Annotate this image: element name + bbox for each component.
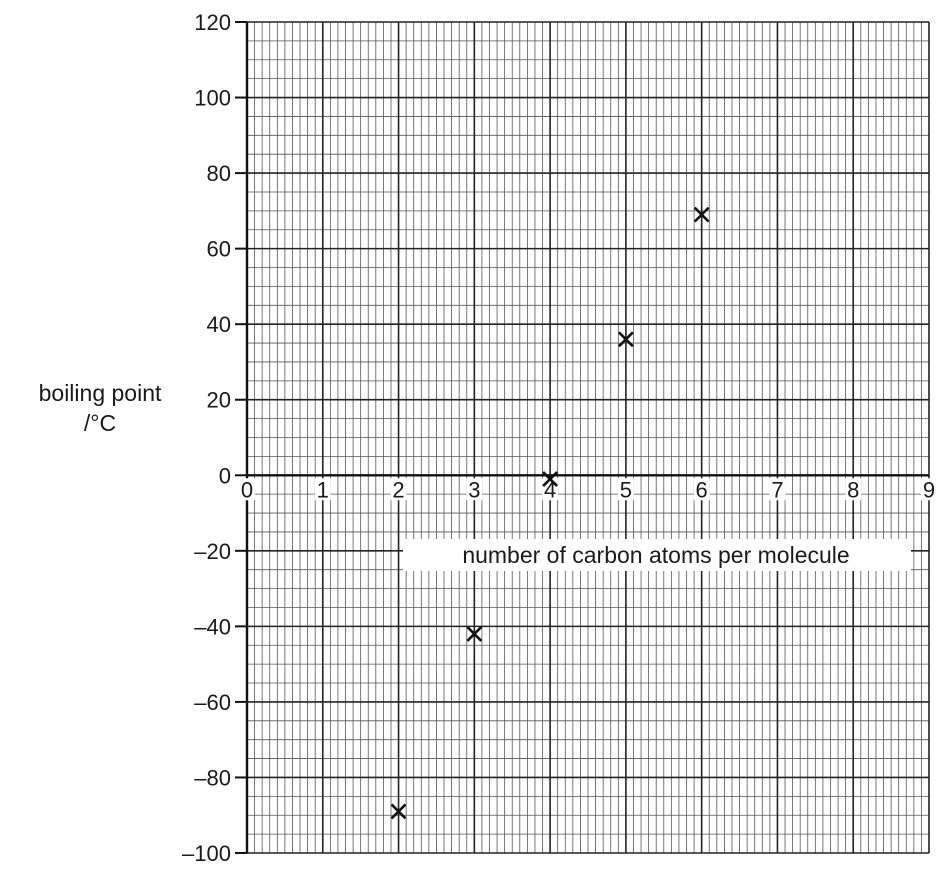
data-point (542, 471, 559, 487)
marker-stroke (693, 206, 710, 223)
x-tick-label-background (769, 478, 786, 501)
y-tick-label: –60 (194, 690, 231, 715)
x-tick-label: 4 (544, 477, 556, 502)
x-tick-label-background (693, 478, 710, 501)
x-axis-label-background (403, 539, 911, 571)
marker-stroke (617, 331, 634, 348)
x-tick-label-background (921, 478, 937, 501)
marker-stroke (466, 625, 483, 642)
y-tick-label: 80 (207, 161, 231, 186)
x-tick-label: 6 (696, 477, 708, 502)
y-tick-label: 60 (207, 237, 231, 262)
x-axis-label-text: number of carbon atoms per molecule (462, 542, 849, 568)
marker-stroke (390, 803, 407, 820)
x-tick-label: 1 (317, 477, 329, 502)
y-axis-label-line1: boiling point (38, 380, 162, 406)
x-tick-label: 7 (771, 477, 783, 502)
x-tick-label-background (239, 478, 255, 501)
marker-stroke (542, 471, 559, 487)
y-tick-label: 100 (194, 86, 231, 111)
y-axis-label: boiling point /°C (0, 378, 200, 438)
data-points (390, 206, 710, 820)
x-axis-label: number of carbon atoms per molecule (403, 539, 911, 571)
y-tick-label: 40 (207, 312, 231, 337)
y-tick-label: 120 (194, 10, 231, 35)
data-point (693, 206, 710, 223)
x-tick-label-background (390, 478, 407, 501)
data-point (390, 803, 407, 820)
x-tick-label-background (314, 478, 331, 501)
y-tick-label: –100 (182, 841, 231, 866)
x-tick-label: 3 (468, 477, 480, 502)
y-tick-labels: 120 100 80 60 40 20 0 –20 –40 –60 –80 –100 (182, 10, 247, 866)
y-tick-label: –20 (194, 539, 231, 564)
x-tick-label-background (466, 478, 483, 501)
y-tick-label: 0 (219, 463, 231, 488)
x-tick-label-background (617, 478, 634, 501)
minor-grid (246, 21, 930, 854)
y-tick-label: –80 (194, 765, 231, 790)
x-tick-label: 0 (241, 477, 253, 502)
y-tick-label: 20 (207, 388, 231, 413)
x-tick-label: 8 (847, 477, 859, 502)
x-tick-label-background (845, 478, 862, 501)
y-axis-label-line2: /°C (83, 410, 117, 436)
data-point (466, 625, 483, 642)
x-tick-label: 2 (392, 477, 404, 502)
data-point (617, 331, 634, 348)
x-tick-labels: 0 1 2 3 4 5 6 7 8 9 (239, 477, 937, 502)
x-tick-label: 5 (620, 477, 632, 502)
x-tick-label: 9 (923, 477, 935, 502)
y-tick-label: –40 (194, 614, 231, 639)
axes (245, 22, 929, 853)
